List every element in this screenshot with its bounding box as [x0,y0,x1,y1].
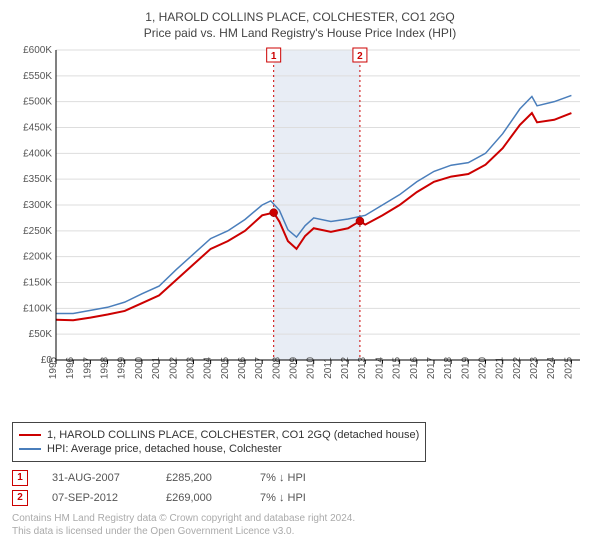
footer-line-1: Contains HM Land Registry data © Crown c… [12,512,588,525]
y-axis-label: £50K [29,329,53,340]
y-axis-label: £400K [23,148,52,159]
title-address: 1, HAROLD COLLINS PLACE, COLCHESTER, CO1… [12,10,588,24]
y-axis-label: £150K [23,278,52,289]
transaction-delta: 7% ↓ HPI [260,492,350,504]
footer-attribution: Contains HM Land Registry data © Crown c… [12,512,588,538]
transaction-marker: 2 [12,490,28,506]
sale-marker-label: 1 [271,51,277,62]
legend-label: HPI: Average price, detached house, Colc… [47,443,282,455]
y-axis-label: £350K [23,174,52,185]
sale-marker-label: 2 [357,51,363,62]
transaction-row: 1 31-AUG-2007 £285,200 7% ↓ HPI [12,470,588,486]
transaction-row: 2 07-SEP-2012 £269,000 7% ↓ HPI [12,490,588,506]
transaction-date: 31-AUG-2007 [52,472,142,484]
line-chart: £0£50K£100K£150K£200K£250K£300K£350K£400… [12,46,588,416]
transaction-delta: 7% ↓ HPI [260,472,350,484]
chart-area: £0£50K£100K£150K£200K£250K£300K£350K£400… [12,46,588,416]
transaction-date: 07-SEP-2012 [52,492,142,504]
legend-item: HPI: Average price, detached house, Colc… [19,443,419,455]
sale-point [270,209,278,217]
sale-point [356,217,364,225]
transactions-table: 1 31-AUG-2007 £285,200 7% ↓ HPI 2 07-SEP-2012… [12,470,588,506]
transaction-price: £269,000 [166,492,236,504]
legend-swatch [19,434,41,436]
chart-container: 1, HAROLD COLLINS PLACE, COLCHESTER, CO1… [0,0,600,546]
title-block: 1, HAROLD COLLINS PLACE, COLCHESTER, CO1… [12,10,588,40]
legend-swatch [19,448,41,450]
y-axis-label: £250K [23,226,52,237]
legend-item: 1, HAROLD COLLINS PLACE, COLCHESTER, CO1… [19,429,419,441]
legend: 1, HAROLD COLLINS PLACE, COLCHESTER, CO1… [12,422,426,462]
transaction-marker: 1 [12,470,28,486]
y-axis-label: £200K [23,252,52,263]
footer-line-2: This data is licensed under the Open Gov… [12,525,588,538]
y-axis-label: £300K [23,200,52,211]
y-axis-label: £100K [23,303,52,314]
y-axis-label: £550K [23,71,52,82]
y-axis-label: £600K [23,46,52,56]
legend-label: 1, HAROLD COLLINS PLACE, COLCHESTER, CO1… [47,429,419,441]
y-axis-label: £450K [23,123,52,134]
title-subtitle: Price paid vs. HM Land Registry's House … [12,26,588,40]
transaction-price: £285,200 [166,472,236,484]
y-axis-label: £500K [23,97,52,108]
